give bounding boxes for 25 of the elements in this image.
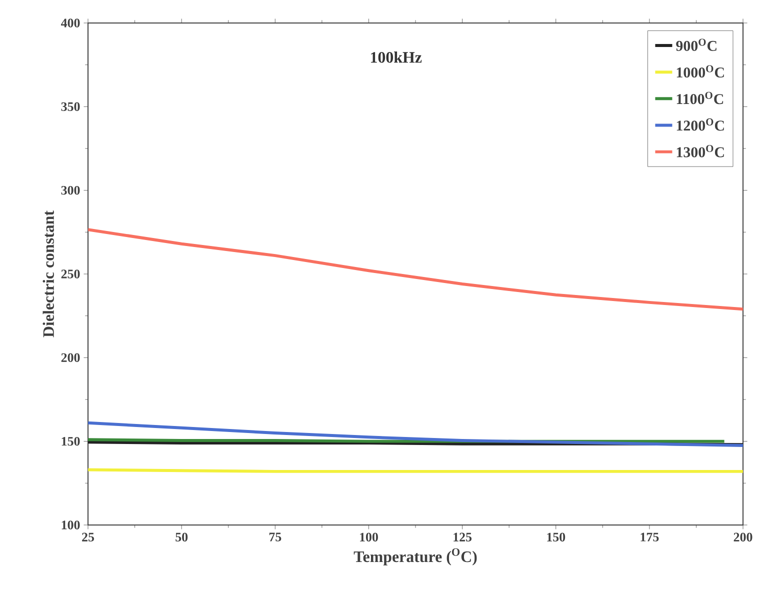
x-tick-label: 175	[640, 532, 659, 542]
y-tick-label: 400	[60, 18, 80, 28]
y-tick-label: 200	[61, 353, 80, 362]
legend-label: 1100$^{O}$C	[676, 92, 724, 104]
y-axis-title: Dielectric constant	[42, 210, 54, 338]
x-tick-label: 200	[734, 532, 752, 542]
y-tick-label: 350	[61, 102, 80, 112]
y-tick-label: 100	[62, 520, 80, 530]
y-tick-label: 150	[62, 436, 80, 446]
x-tick-label: 50	[176, 532, 188, 542]
x-tick-label: 150	[547, 532, 566, 542]
x-tick-label: 125	[454, 532, 472, 542]
legend-label: 900$^{O}$C	[676, 38, 716, 51]
x-tick-label: 100	[360, 532, 378, 542]
line-series	[88, 421, 744, 447]
x-axis-title: Temperature ($^{O}$C)	[354, 548, 477, 566]
legend-label: 1200$^{O}$C	[676, 118, 724, 131]
x-tick-label: 25	[82, 532, 94, 542]
legend-label: 1300$^{O}$C	[676, 145, 724, 158]
line-series	[88, 228, 744, 311]
text: 100kHz	[371, 52, 422, 63]
y-tick-label: 300	[61, 186, 80, 195]
y-tick-label: 250	[61, 270, 80, 278]
x-tick-label: 75	[269, 532, 282, 542]
legend-label: 1000$^{O}$C	[676, 65, 724, 78]
